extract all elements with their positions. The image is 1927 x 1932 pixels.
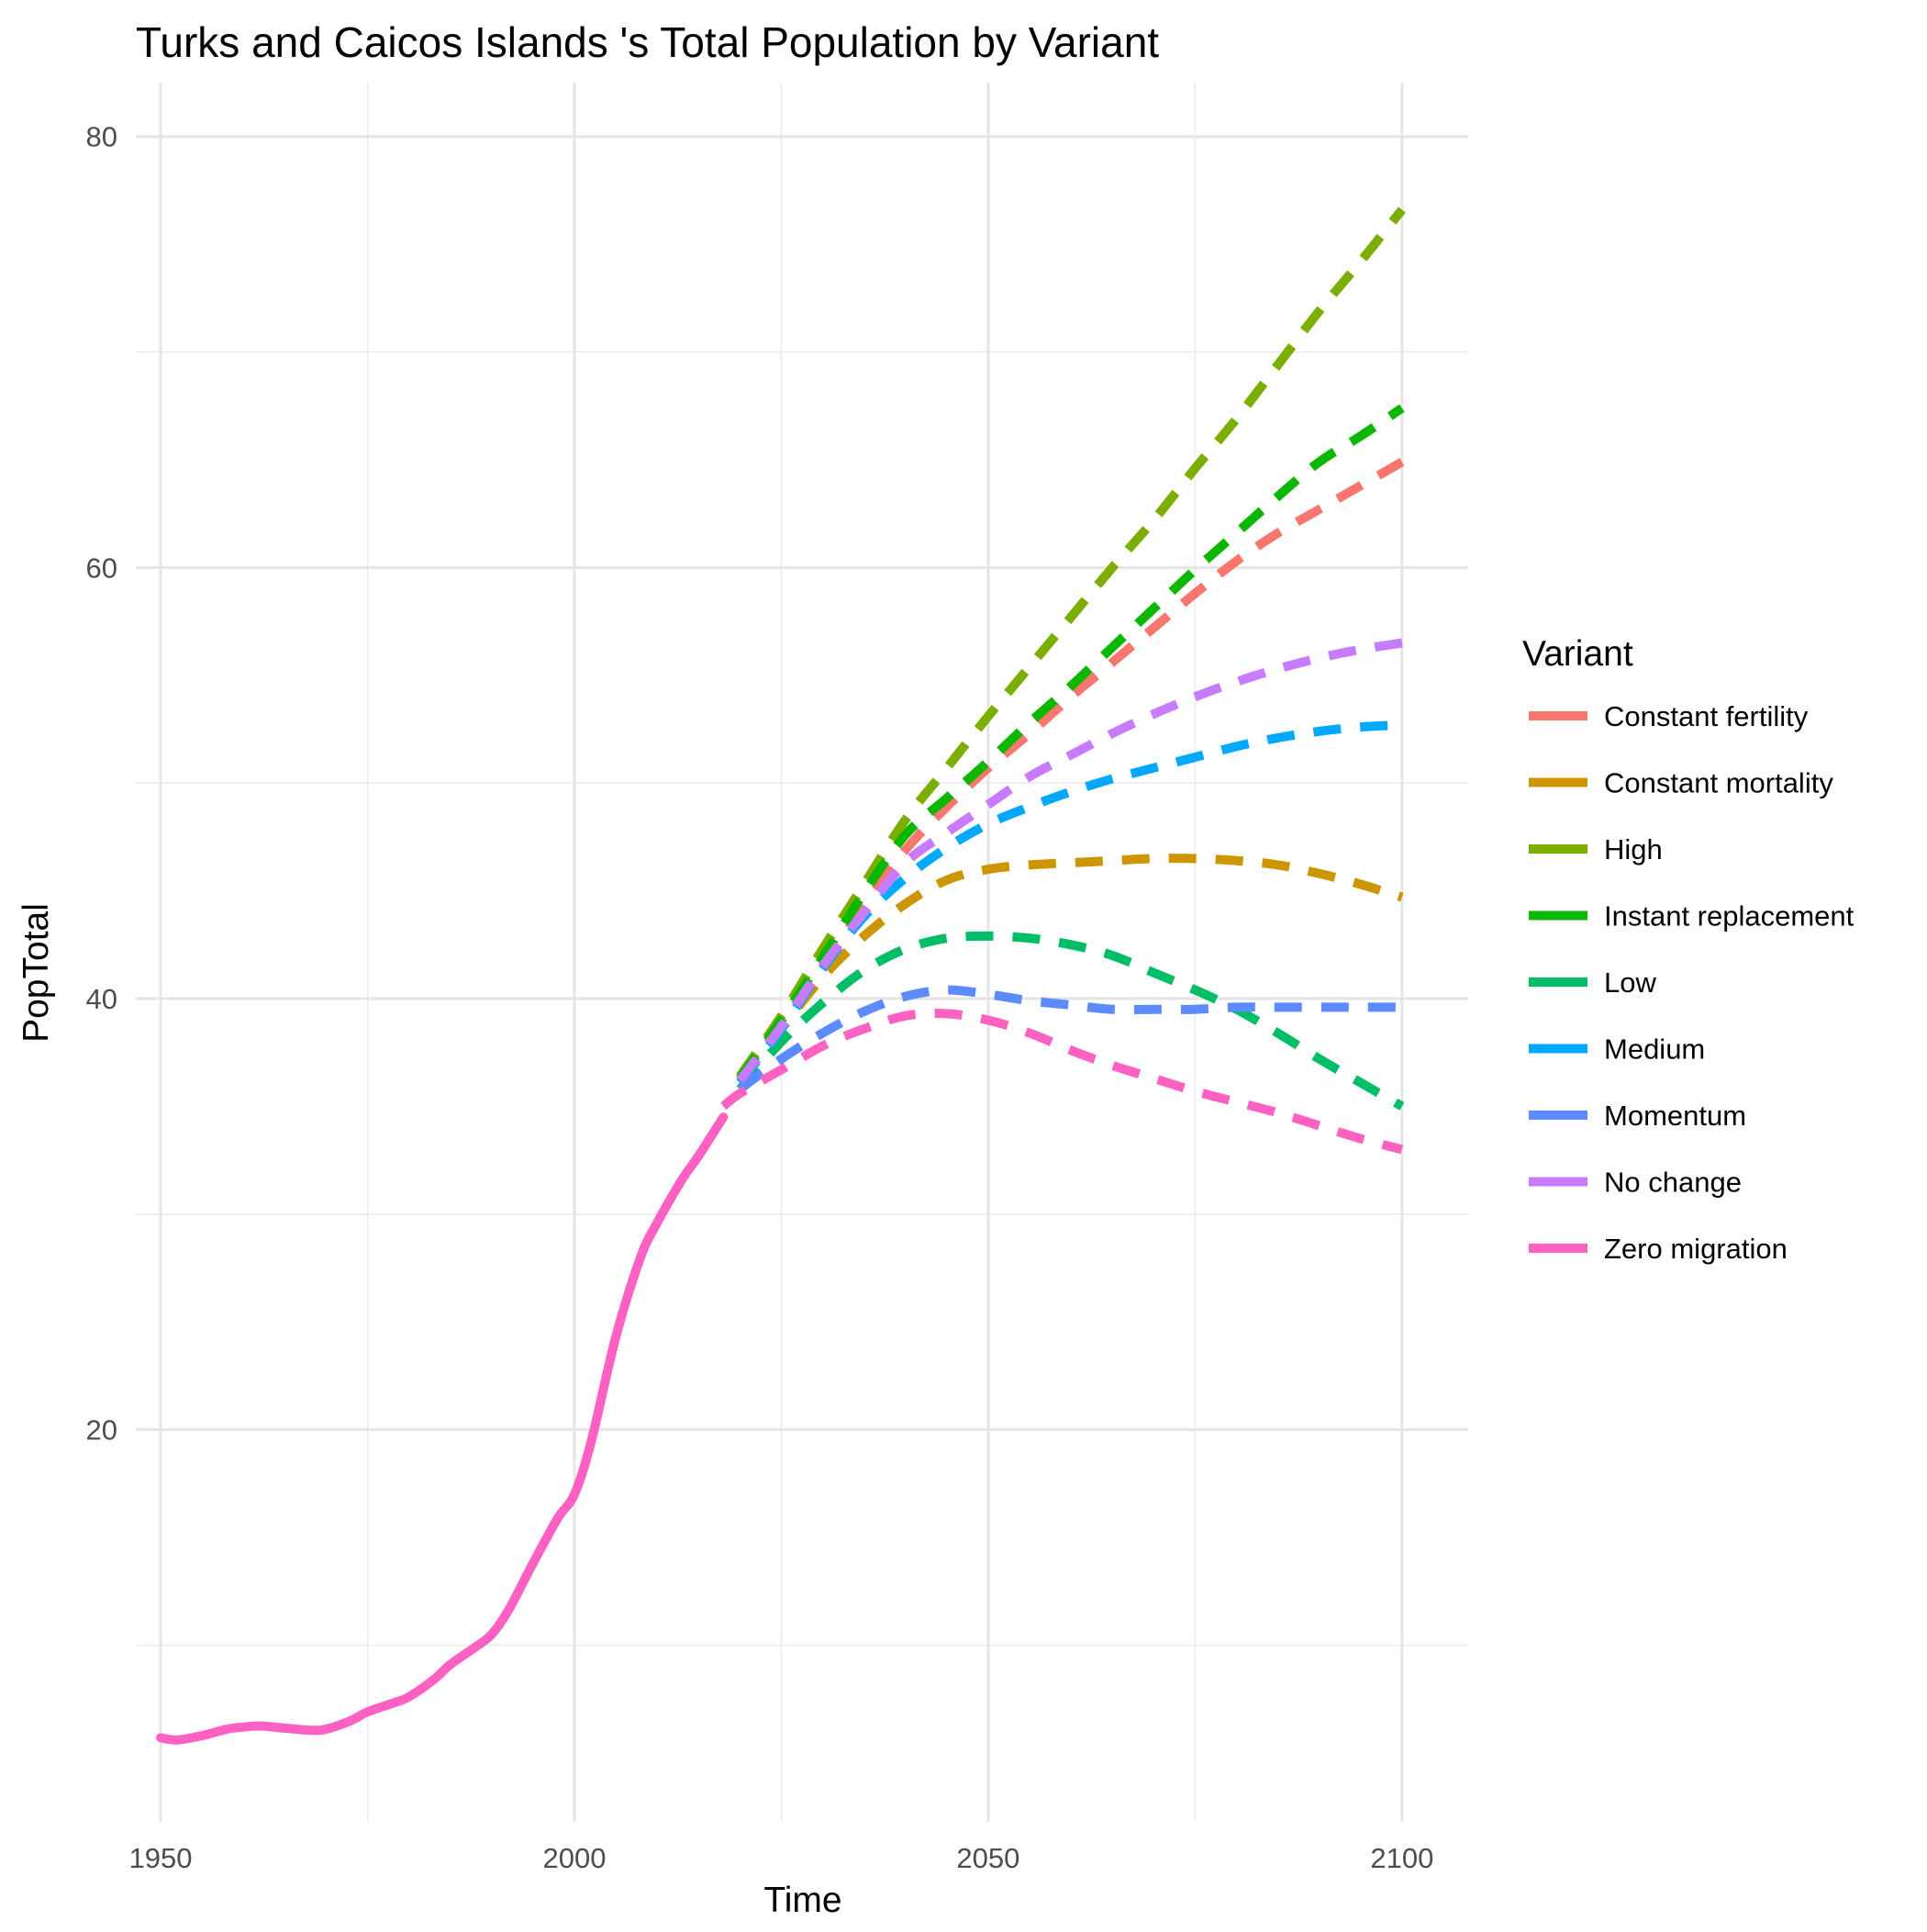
x-tick-label: 1950 <box>129 1842 193 1874</box>
y-tick-label: 20 <box>86 1414 117 1446</box>
y-tick-label: 80 <box>86 121 117 153</box>
x-tick-label: 2000 <box>543 1842 607 1874</box>
series-line-constant-mortality <box>736 854 1404 1084</box>
y-axis-title: PopTotal <box>17 903 56 1043</box>
y-tick-label: 40 <box>86 983 117 1015</box>
series-line-no-change <box>736 638 1403 1084</box>
x-axis-title: Time <box>763 1881 841 1920</box>
legend-label-zero-migration: Zero migration <box>1604 1233 1788 1265</box>
legend-items: Constant fertility Constant mortality High… <box>1529 700 1855 1265</box>
series-line-momentum <box>737 985 1402 1093</box>
series-lines <box>156 207 1406 1745</box>
chart-title: Turks and Caicos Islands 's Total Popula… <box>136 18 1159 66</box>
legend-label-constant-fertility: Constant fertility <box>1604 700 1809 732</box>
legend-label-no-change: No change <box>1604 1167 1742 1199</box>
axis-ticks: 1950 2000 2050 2100 20 40 60 80 <box>86 121 1434 1874</box>
x-tick-label: 2050 <box>956 1842 1019 1874</box>
y-tick-label: 60 <box>86 552 117 584</box>
legend: Variant Constant fertility Constant morta… <box>1522 634 1855 1265</box>
series-line-historical <box>156 1112 729 1745</box>
series-line-instant-replacement <box>736 404 1405 1081</box>
x-tick-label: 2100 <box>1370 1842 1433 1874</box>
legend-label-high: High <box>1604 833 1663 865</box>
legend-label-momentum: Momentum <box>1604 1100 1746 1132</box>
series-line-zero-migration <box>720 1009 1404 1155</box>
legend-label-instant-replacement: Instant replacement <box>1604 900 1855 932</box>
gridlines <box>136 83 1468 1822</box>
legend-label-low: Low <box>1604 966 1656 999</box>
series-line-medium <box>736 720 1403 1086</box>
legend-label-medium: Medium <box>1604 1033 1705 1066</box>
series-line-low <box>736 931 1405 1111</box>
legend-label-constant-mortality: Constant mortality <box>1604 767 1833 799</box>
legend-title: Variant <box>1522 634 1633 674</box>
